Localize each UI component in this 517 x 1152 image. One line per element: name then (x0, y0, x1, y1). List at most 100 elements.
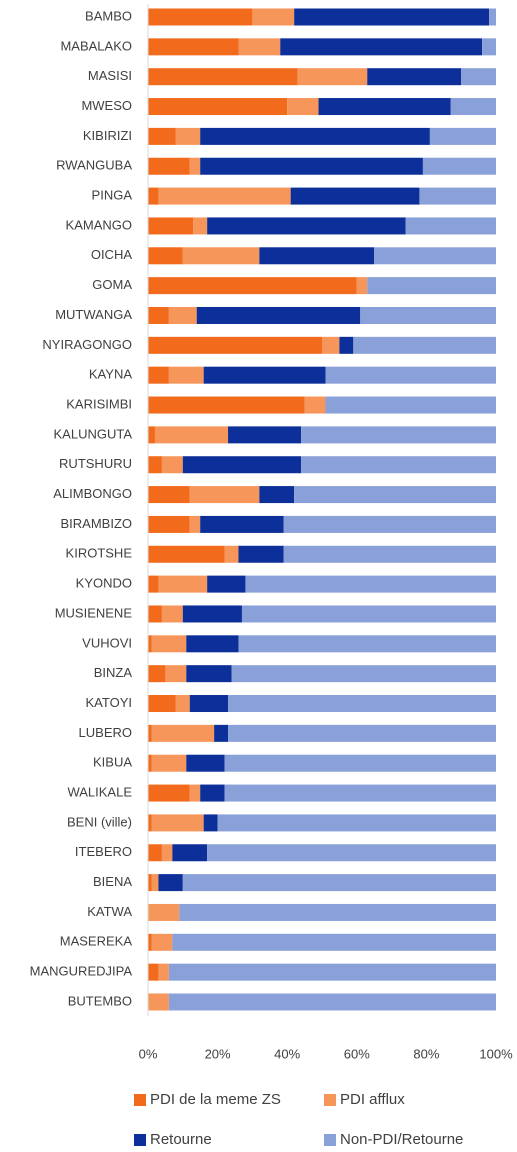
bar-segment (148, 993, 169, 1011)
category-label: KATWA (87, 904, 132, 919)
bar-segment (161, 844, 173, 862)
bar-segment (182, 456, 302, 474)
bar-segment (405, 217, 496, 235)
bar-segment (148, 396, 305, 414)
bar-segment (148, 8, 253, 26)
bar-segment (186, 754, 225, 772)
bar-segment (148, 963, 159, 981)
bar-segment (148, 127, 176, 145)
bar-segment (161, 456, 183, 474)
bar-segment (360, 306, 496, 324)
bar-segment (148, 695, 176, 713)
bar-segment (287, 98, 319, 116)
bar-segment (154, 426, 229, 444)
bar-segment (148, 575, 159, 593)
bar-segment (353, 336, 496, 354)
bar-segment (189, 515, 201, 533)
bar-segment (161, 605, 183, 623)
bar-segment (179, 903, 496, 921)
category-label: KARISIMBI (66, 396, 132, 411)
bar-segment (200, 515, 284, 533)
category-label: ALIMBONGO (53, 486, 132, 501)
bar-segment (148, 724, 152, 742)
x-tick-label: 20% (205, 1046, 231, 1061)
category-label: VUHOVI (82, 635, 132, 650)
bar-segment (168, 366, 204, 384)
category-label: MWESO (81, 98, 132, 113)
category-label: MUSIENENE (55, 605, 133, 620)
bar-segment (283, 545, 496, 563)
bar-segment (151, 635, 187, 653)
bar-segment (148, 38, 239, 56)
bar-segment (259, 247, 375, 265)
bar-segment (148, 247, 183, 265)
category-label: MABALAKO (60, 38, 132, 53)
bar-segment (148, 665, 166, 683)
category-label: KIBIRIZI (83, 128, 132, 143)
category-label: ITEBERO (75, 844, 132, 859)
bar-segment (168, 963, 496, 981)
legend-swatch (324, 1134, 336, 1146)
bar-segment (325, 366, 496, 384)
bar-segment (318, 98, 451, 116)
bar-segment (151, 814, 204, 832)
bar-segment (148, 217, 194, 235)
x-tick-label: 80% (413, 1046, 439, 1061)
bar-segment (294, 8, 490, 26)
bar-segment (450, 98, 496, 116)
bar-segment (294, 486, 496, 504)
category-label: KALUNGUTA (54, 426, 133, 441)
bar-segment (148, 874, 152, 892)
bar-segment (280, 38, 483, 56)
category-label: NYIRAGONGO (42, 337, 132, 352)
category-label: OICHA (91, 247, 133, 262)
bar-segment (356, 277, 368, 295)
legend-label: PDI afflux (340, 1091, 405, 1108)
bar-segment (224, 784, 496, 802)
bar-segment (224, 754, 496, 772)
bar-segment (304, 396, 326, 414)
bar-segment (148, 784, 190, 802)
bar-segment (283, 515, 496, 533)
bar-segment (148, 754, 152, 772)
bar-segment (186, 635, 239, 653)
category-label: KIBUA (93, 755, 132, 770)
bar-segment (200, 157, 423, 175)
category-label: BIRAMBIZO (60, 516, 132, 531)
legend-label: PDI de la meme ZS (150, 1091, 281, 1108)
bar-segment (148, 814, 152, 832)
bar-segment (148, 98, 288, 116)
category-label: WALIKALE (67, 784, 132, 799)
bar-segment (228, 695, 497, 713)
legend-swatch (324, 1094, 336, 1106)
bar-segment (182, 605, 242, 623)
bar-segment (238, 38, 281, 56)
bar-segment (203, 366, 326, 384)
bar-segment (461, 68, 496, 86)
bar-segment (238, 635, 497, 653)
category-label: KAYNA (89, 367, 132, 382)
bar-segment (148, 366, 169, 384)
bar-segment (172, 933, 497, 951)
bar-segment (189, 157, 201, 175)
bar-segment (228, 724, 497, 742)
x-tick-label: 100% (479, 1046, 513, 1061)
bar-segment (367, 277, 496, 295)
bar-segment (189, 695, 229, 713)
bar-segment (367, 68, 462, 86)
category-label: MASISI (88, 68, 132, 83)
bar-segment (165, 665, 187, 683)
bar-segment (158, 575, 208, 593)
bar-segment (214, 724, 229, 742)
legend-label: Non-PDI/Retourne (340, 1131, 463, 1148)
bar-segment (482, 38, 496, 56)
bar-segment (189, 486, 260, 504)
bar-segment (158, 963, 169, 981)
bar-segment (148, 545, 225, 563)
category-label: BAMBO (85, 8, 132, 23)
bar-segment (175, 695, 190, 713)
bar-segment (203, 814, 218, 832)
bar-segment (301, 456, 496, 474)
bar-segment (196, 306, 361, 324)
bar-segment (148, 933, 152, 951)
